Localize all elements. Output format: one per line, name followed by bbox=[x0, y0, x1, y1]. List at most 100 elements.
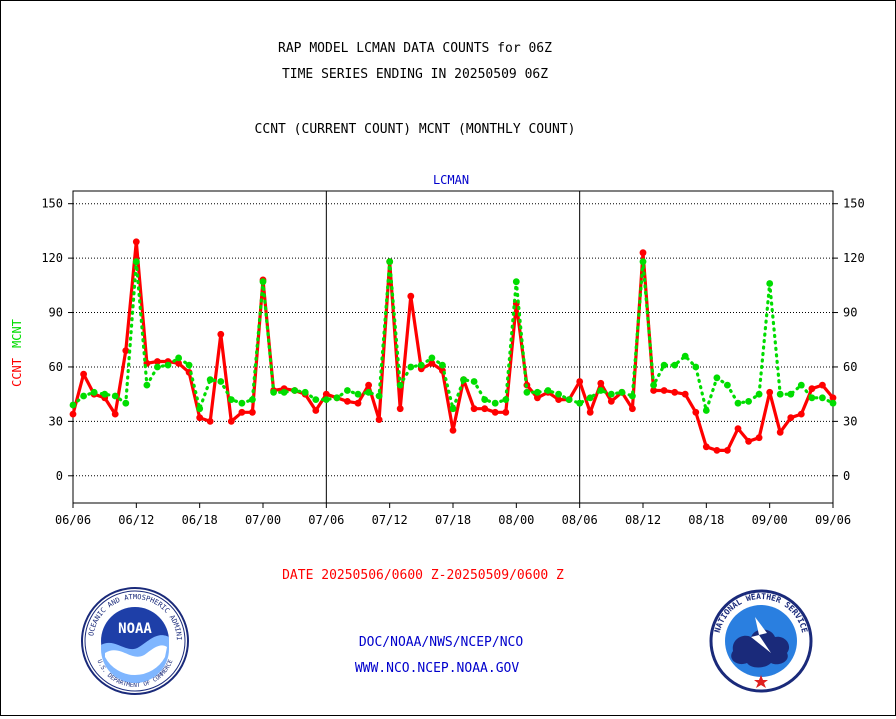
data-point-mcnt bbox=[365, 388, 372, 396]
y-tick-label-right: 30 bbox=[843, 414, 857, 428]
date-range-label: DATE 20250506/0600 Z-20250509/0600 Z bbox=[282, 568, 564, 583]
data-point-ccnt bbox=[227, 418, 235, 425]
data-point-ccnt bbox=[354, 399, 362, 407]
y-tick-label-right: 120 bbox=[843, 251, 865, 265]
data-point-mcnt bbox=[586, 394, 594, 402]
data-point-ccnt bbox=[829, 394, 837, 402]
data-point-mcnt bbox=[375, 392, 383, 400]
data-point-mcnt bbox=[534, 388, 541, 396]
data-point-mcnt bbox=[544, 387, 552, 394]
data-point-ccnt bbox=[808, 385, 816, 393]
data-point-mcnt bbox=[439, 361, 446, 369]
y-axis-label-group: CCNT MCNT bbox=[10, 319, 24, 387]
data-point-ccnt bbox=[681, 390, 689, 398]
data-point-ccnt bbox=[734, 425, 742, 432]
data-point-ccnt bbox=[702, 443, 710, 451]
data-point-mcnt bbox=[206, 376, 214, 384]
data-point-mcnt bbox=[322, 396, 330, 403]
y-tick-label-left: 30 bbox=[49, 414, 63, 428]
y-axis-label-ccnt: CCNT bbox=[10, 358, 24, 387]
y-tick-label-left: 0 bbox=[56, 469, 63, 483]
data-point-ccnt bbox=[650, 387, 657, 394]
data-point-ccnt bbox=[491, 408, 499, 416]
data-point-ccnt bbox=[819, 381, 826, 389]
data-point-mcnt bbox=[776, 390, 784, 398]
data-point-mcnt bbox=[713, 374, 721, 382]
data-point-ccnt bbox=[797, 410, 805, 418]
data-point-mcnt bbox=[175, 354, 183, 362]
data-point-mcnt bbox=[185, 361, 193, 369]
data-point-mcnt bbox=[111, 392, 119, 400]
data-point-mcnt bbox=[301, 388, 309, 396]
series-line-ccnt bbox=[71, 240, 835, 452]
data-point-mcnt bbox=[692, 363, 700, 371]
chart-title-line2: TIME SERIES ENDING IN 20250509 06Z bbox=[282, 67, 548, 82]
x-tick-label: 07/06 bbox=[308, 513, 344, 527]
data-point-mcnt bbox=[396, 381, 404, 389]
data-point-mcnt bbox=[671, 361, 679, 369]
data-point-mcnt bbox=[787, 390, 795, 398]
data-point-ccnt bbox=[175, 359, 183, 367]
data-point-mcnt bbox=[576, 399, 584, 407]
data-point-mcnt bbox=[354, 390, 362, 398]
y-tick-label-left: 90 bbox=[49, 306, 63, 320]
data-point-mcnt bbox=[280, 388, 288, 396]
data-point-ccnt bbox=[502, 408, 510, 416]
data-point-ccnt bbox=[196, 414, 204, 422]
data-point-ccnt bbox=[449, 427, 457, 434]
data-point-mcnt bbox=[122, 399, 130, 407]
x-tick-label: 06/12 bbox=[118, 513, 154, 527]
chart-subtitle: CCNT (CURRENT COUNT) MCNT (MONTHLY COUNT… bbox=[255, 122, 576, 137]
data-point-mcnt bbox=[755, 390, 763, 398]
svg-text:CCNTMCNT: CCNT MCNT bbox=[10, 319, 24, 387]
data-point-mcnt bbox=[681, 352, 689, 360]
data-point-mcnt bbox=[597, 387, 605, 394]
y-tick-label-left: 150 bbox=[41, 197, 63, 211]
data-point-ccnt bbox=[80, 370, 87, 378]
y-tick-label-right: 60 bbox=[843, 360, 857, 374]
x-tick-label: 09/00 bbox=[752, 513, 788, 527]
data-point-mcnt bbox=[797, 381, 805, 389]
x-tick-label: 07/18 bbox=[435, 513, 471, 527]
data-point-mcnt bbox=[808, 394, 816, 402]
data-point-ccnt bbox=[249, 408, 256, 416]
data-point-mcnt bbox=[766, 280, 774, 287]
data-point-mcnt bbox=[386, 258, 394, 266]
data-point-mcnt bbox=[143, 381, 151, 389]
data-point-mcnt bbox=[555, 390, 562, 398]
noaa-logo: NATIONAL OCEANIC AND ATMOSPHERIC ADMINIS… bbox=[81, 587, 189, 695]
data-point-ccnt bbox=[69, 410, 77, 418]
data-point-ccnt bbox=[776, 428, 784, 436]
series-line-mcnt bbox=[71, 260, 835, 413]
x-tick-label: 06/06 bbox=[55, 513, 91, 527]
data-point-ccnt bbox=[629, 405, 636, 413]
x-tick-label: 07/00 bbox=[245, 513, 281, 527]
data-point-ccnt bbox=[755, 434, 763, 442]
data-point-mcnt bbox=[502, 396, 510, 403]
x-tick-label: 09/06 bbox=[815, 513, 851, 527]
data-point-mcnt bbox=[470, 378, 478, 385]
x-tick-label: 07/12 bbox=[372, 513, 408, 527]
data-point-ccnt bbox=[724, 447, 731, 454]
data-point-ccnt bbox=[639, 249, 647, 257]
data-point-mcnt bbox=[734, 399, 742, 407]
data-point-ccnt bbox=[344, 398, 351, 405]
data-point-mcnt bbox=[344, 387, 351, 394]
data-point-ccnt bbox=[692, 408, 700, 416]
noaa-logo-text: NOAA bbox=[118, 621, 152, 637]
website-link[interactable]: WWW.NCO.NCEP.NOAA.GOV bbox=[355, 661, 520, 676]
data-point-ccnt bbox=[322, 390, 330, 398]
data-point-mcnt bbox=[227, 396, 235, 403]
data-point-mcnt bbox=[650, 381, 657, 389]
data-point-ccnt bbox=[375, 416, 383, 423]
data-point-ccnt bbox=[555, 396, 562, 403]
y-tick-label-right: 150 bbox=[843, 197, 865, 211]
data-point-ccnt bbox=[787, 414, 795, 422]
y-axis-label-mcnt: MCNT bbox=[10, 319, 24, 348]
data-point-mcnt bbox=[491, 399, 499, 407]
data-point-mcnt bbox=[333, 394, 341, 402]
data-point-ccnt bbox=[122, 347, 130, 354]
data-point-ccnt bbox=[607, 398, 615, 405]
data-point-mcnt bbox=[217, 378, 225, 385]
data-point-mcnt bbox=[819, 394, 826, 402]
